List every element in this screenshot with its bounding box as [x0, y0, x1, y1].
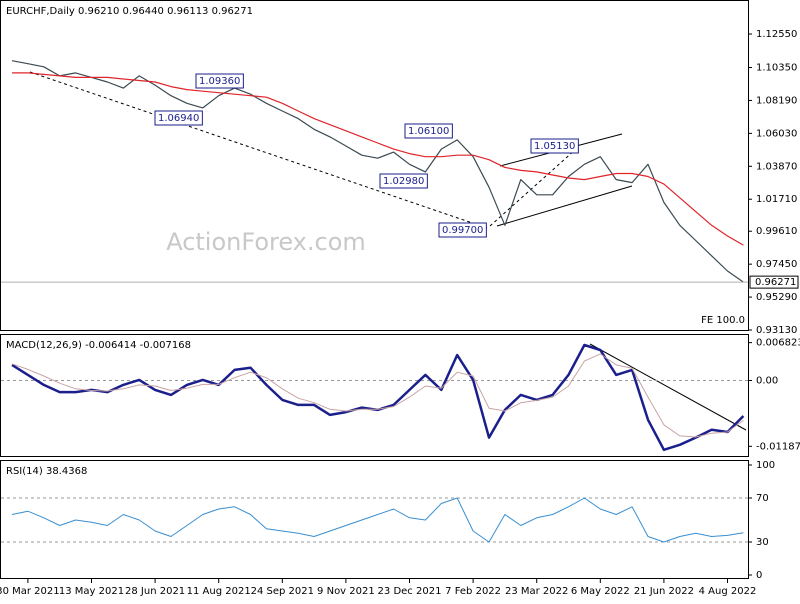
annotation-box	[530, 138, 579, 154]
annotation-label: 1.02980	[383, 176, 424, 187]
y-tick-label: 0.99610	[756, 226, 797, 237]
channel-line	[496, 185, 633, 227]
fe-label: FE 100.0	[701, 315, 745, 326]
annotation-box	[404, 123, 453, 139]
y-tick-label: 70	[756, 493, 769, 504]
y-tick-label: 1.03870	[756, 161, 797, 172]
x-tick-label: 11 Aug 2021	[187, 586, 251, 597]
x-tick-label: 13 May 2021	[59, 586, 124, 597]
last-value-label: 0.96271	[755, 277, 796, 288]
macd-panel	[0, 334, 749, 457]
annotation-label: 0.99700	[442, 225, 483, 236]
last-value-box	[749, 275, 799, 289]
y-tick-label: 1.10350	[756, 63, 797, 74]
series-line	[11, 353, 744, 438]
y-tick-label: 0.00	[756, 375, 778, 386]
y-tick-label: 30	[756, 537, 769, 548]
rsi-panel	[0, 460, 749, 579]
layout	[0, 0, 749, 579]
x-tick-label: 24 Sep 2021	[251, 586, 314, 597]
y-tick-label: 1.01710	[756, 194, 797, 205]
annotation-label: 1.05130	[534, 141, 575, 152]
y-tick-label: 0.006823	[756, 338, 800, 349]
annotation-box	[379, 173, 428, 189]
x-tick-label: 6 May 2022	[571, 586, 630, 597]
series-line	[11, 497, 744, 543]
y-tick-label: 100	[756, 460, 775, 471]
y-tick-label: -0.011874	[756, 441, 800, 452]
x-tick-label: 4 Aug 2022	[699, 586, 757, 597]
annotation-label: 1.09360	[199, 76, 240, 87]
y-tick-label: 1.08190	[756, 95, 797, 106]
x-tick-label: 28 Jun 2021	[125, 586, 185, 597]
annotation-box	[154, 110, 203, 126]
y-tick-label: 0.95290	[756, 292, 797, 303]
x-tick-label: 9 Nov 2021	[317, 586, 375, 597]
series-line	[11, 343, 745, 452]
y-tick-label: 1.12550	[756, 29, 797, 40]
panel-title: RSI(14) 38.4368	[6, 466, 87, 477]
watermark: ActionForex.com	[166, 228, 366, 256]
y-tick-label: 0.97450	[756, 259, 797, 270]
x-tick-label: 30 Mar 2021	[0, 586, 60, 597]
annotation-box	[438, 222, 487, 238]
x-tick-label: 23 Dec 2021	[378, 586, 442, 597]
trend-line	[29, 71, 488, 229]
fe-line	[489, 149, 576, 227]
panel-title: MACD(12,26,9) -0.006414 -0.007168	[6, 340, 191, 351]
x-tick-label: 7 Feb 2022	[445, 586, 501, 597]
x-tick-label: 21 Jun 2022	[634, 586, 694, 597]
annotation-label: 1.06100	[408, 126, 449, 137]
macd-trend-line	[589, 343, 747, 431]
y-tick-label: 0	[756, 570, 762, 581]
panel-title: EURCHF,Daily 0.96210 0.96440 0.96113 0.9…	[6, 6, 253, 17]
y-tick-label: 0.93130	[756, 325, 797, 336]
annotation-box	[195, 73, 244, 89]
price-panel	[0, 0, 749, 331]
x-tick-label: 23 Mar 2022	[505, 586, 568, 597]
annotation-label: 1.06940	[158, 113, 199, 124]
series-line	[12, 72, 744, 246]
y-tick-label: 1.06030	[756, 128, 797, 139]
